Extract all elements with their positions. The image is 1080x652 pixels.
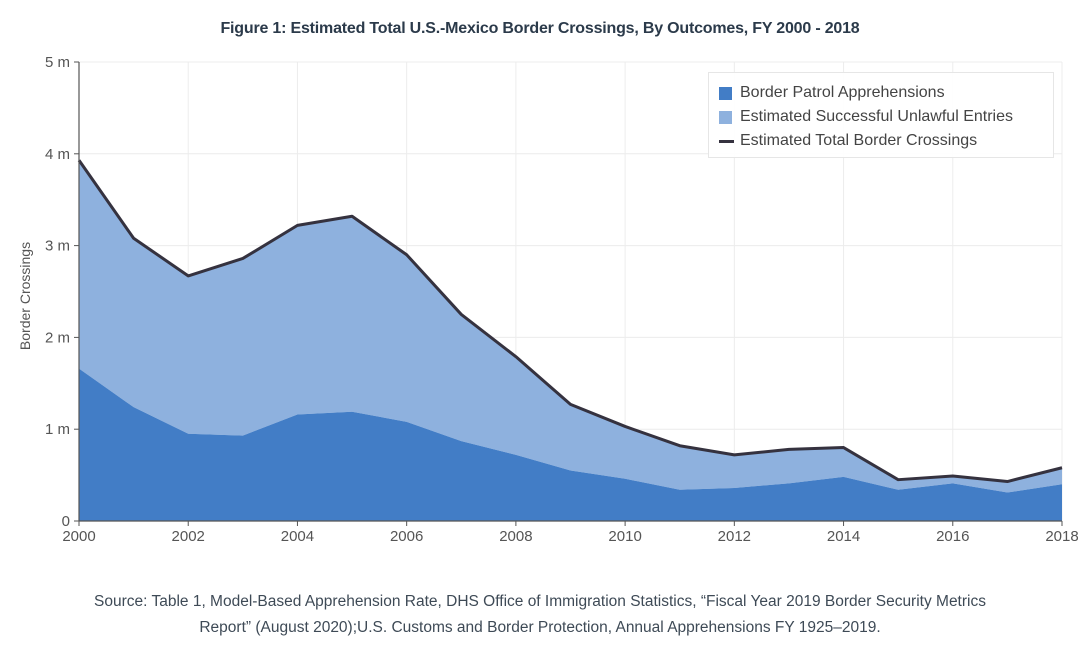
legend-label: Estimated Total Border Crossings <box>740 132 978 149</box>
legend-label: Estimated Successful Unlawful Entries <box>740 108 1013 125</box>
apprehensions-swatch-icon <box>719 86 732 100</box>
area-unlawful-entries <box>79 160 1062 493</box>
x-tick-label: 2016 <box>936 528 969 545</box>
x-tick-label: 2002 <box>172 528 205 545</box>
chart-title: Figure 1: Estimated Total U.S.-Mexico Bo… <box>220 20 860 37</box>
total-line-swatch-icon <box>719 139 734 143</box>
x-tick-label: 2014 <box>827 528 860 545</box>
legend-label: Border Patrol Apprehensions <box>740 84 945 101</box>
stacked-areas <box>79 160 1062 521</box>
y-tick-label: 4 m <box>45 146 70 163</box>
x-tick-label: 2012 <box>718 528 751 545</box>
source-line-1: Source: Table 1, Model-Based Apprehensio… <box>94 593 986 610</box>
unlawful-entries-swatch-icon <box>719 110 732 124</box>
area-apprehensions <box>79 368 1062 521</box>
x-tick-label: 2008 <box>499 528 532 545</box>
legend-item-unlawful-entries[interactable]: Estimated Successful Unlawful Entries <box>719 105 1043 129</box>
legend-item-apprehensions[interactable]: Border Patrol Apprehensions <box>719 81 1043 105</box>
legend-item-total-crossings[interactable]: Estimated Total Border Crossings <box>719 129 1043 153</box>
y-tick-label: 2 m <box>45 329 70 346</box>
source-note: Source: Table 1, Model-Based Apprehensio… <box>0 589 1080 641</box>
y-tick-label: 3 m <box>45 238 70 255</box>
chart-area: 0 1 m 2 m 3 m 4 m 5 m 2000 2002 2004 2006 2008 2010… <box>17 54 1079 545</box>
total-line-layer <box>77 159 1063 484</box>
y-tick-label: 5 m <box>45 54 70 71</box>
x-tick-label: 2010 <box>608 528 641 545</box>
y-tick-label: 1 m <box>45 421 70 438</box>
x-tick-label: 2018 <box>1045 528 1078 545</box>
total-crossings-line <box>77 159 1063 484</box>
axes: 0 1 m 2 m 3 m 4 m 5 m 2000 2002 2004 2006 2008 2010… <box>45 54 1079 545</box>
x-tick-label: 2004 <box>281 528 314 545</box>
x-tick-label: 2000 <box>62 528 95 545</box>
x-tick-label: 2006 <box>390 528 423 545</box>
legend: Border Patrol Apprehensions Estimated Su… <box>708 72 1054 158</box>
y-axis-label: Border Crossings <box>17 242 33 350</box>
y-tick-label: 0 <box>62 513 70 530</box>
source-line-2: Report” (August 2020);U.S. Customs and B… <box>199 619 881 636</box>
